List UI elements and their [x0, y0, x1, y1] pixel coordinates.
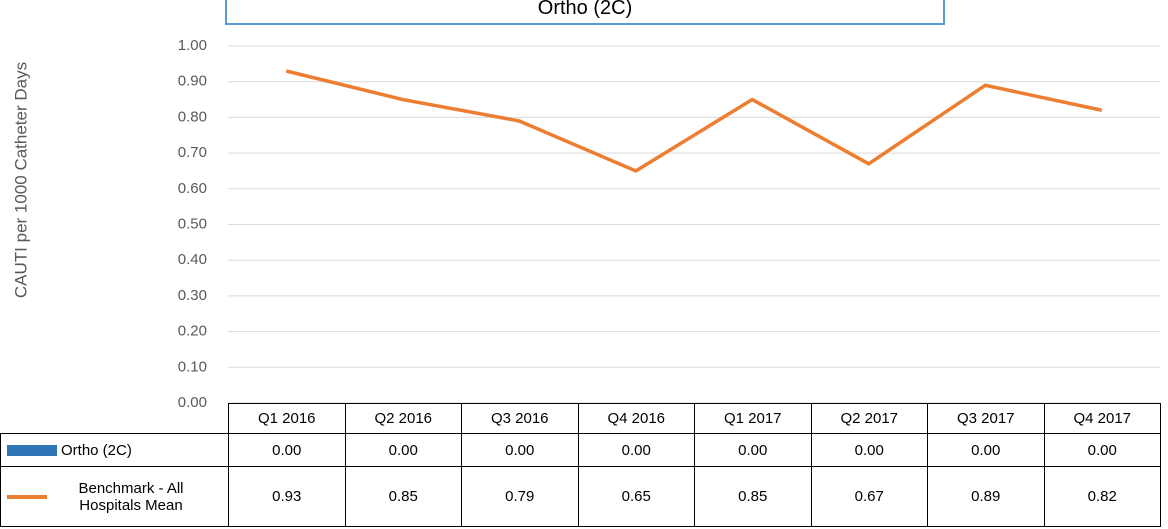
category-label: Q2 2017 — [810, 403, 928, 434]
value-cell: 0.85 — [694, 466, 812, 527]
legend-label: Benchmark - All Hospitals Mean — [78, 479, 184, 514]
category-label: Q1 2017 — [694, 403, 812, 434]
value-cell: 0.00 — [810, 433, 928, 467]
value-cell: 0.00 — [344, 433, 462, 467]
y-tick-label: 0.40 — [178, 251, 207, 268]
legend-key — [7, 494, 47, 499]
y-tick-label: 0.30 — [178, 287, 207, 304]
value-cell: 0.93 — [228, 466, 346, 527]
y-tick-label: 0.60 — [178, 180, 207, 197]
table-row: Ortho (2C) 0.00 0.00 0.00 0.00 0.00 0.00 0.00 0.… — [0, 433, 1161, 467]
y-tick-label: 0.90 — [178, 73, 207, 90]
corner-cell — [1, 404, 229, 434]
data-table: Q1 2016 Q2 2016 Q3 2016 Q4 2016 Q1 2017 Q2 20… — [0, 403, 1161, 527]
value-cell: 0.67 — [810, 466, 928, 527]
y-tick-label: 0.70 — [178, 144, 207, 161]
y-tick-label: 0.50 — [178, 215, 207, 232]
legend-cell: Benchmark - All Hospitals Mean — [0, 466, 229, 527]
value-cell: 0.89 — [927, 466, 1045, 527]
legend-cell: Ortho (2C) — [0, 433, 229, 467]
value-cell: 0.79 — [461, 466, 579, 527]
value-cell: 0.00 — [927, 433, 1045, 467]
category-label: Q3 2017 — [927, 403, 1045, 434]
value-cell: 0.00 — [228, 433, 346, 467]
table-header-row: Q1 2016 Q2 2016 Q3 2016 Q4 2016 Q1 2017 Q2 20… — [1, 403, 1161, 434]
value-cell: 0.00 — [577, 433, 695, 467]
table-row: Benchmark - All Hospitals Mean 0.93 0.85 0.… — [0, 466, 1161, 527]
y-tick-label: 0.00 — [178, 394, 207, 411]
line — [285, 69, 1103, 173]
chart-title: Ortho (2C) — [225, 0, 945, 25]
category-label: Q3 2016 — [461, 403, 579, 434]
value-cell: 0.00 — [1043, 433, 1161, 467]
y-tick-label: 1.00 — [178, 37, 207, 54]
y-tick-label: 0.80 — [178, 108, 207, 125]
value-cell: 0.00 — [694, 433, 812, 467]
value-cell: 0.00 — [461, 433, 579, 467]
category-label: Q2 2016 — [344, 403, 462, 434]
category-label: Q4 2016 — [577, 403, 695, 434]
value-cell: 0.65 — [577, 466, 695, 527]
value-cell: 0.85 — [344, 466, 462, 527]
y-tick-label: 0.20 — [178, 323, 207, 340]
y-axis-label: CAUTI per 1000 Catheter Days — [11, 62, 30, 298]
category-label: Q4 2017 — [1043, 403, 1161, 434]
legend-label: Ortho (2C) — [61, 441, 132, 459]
y-tick-label: 0.10 — [178, 358, 207, 375]
category-label: Q1 2016 — [228, 403, 346, 434]
value-cell: 0.82 — [1043, 466, 1161, 527]
legend-key — [7, 444, 57, 456]
